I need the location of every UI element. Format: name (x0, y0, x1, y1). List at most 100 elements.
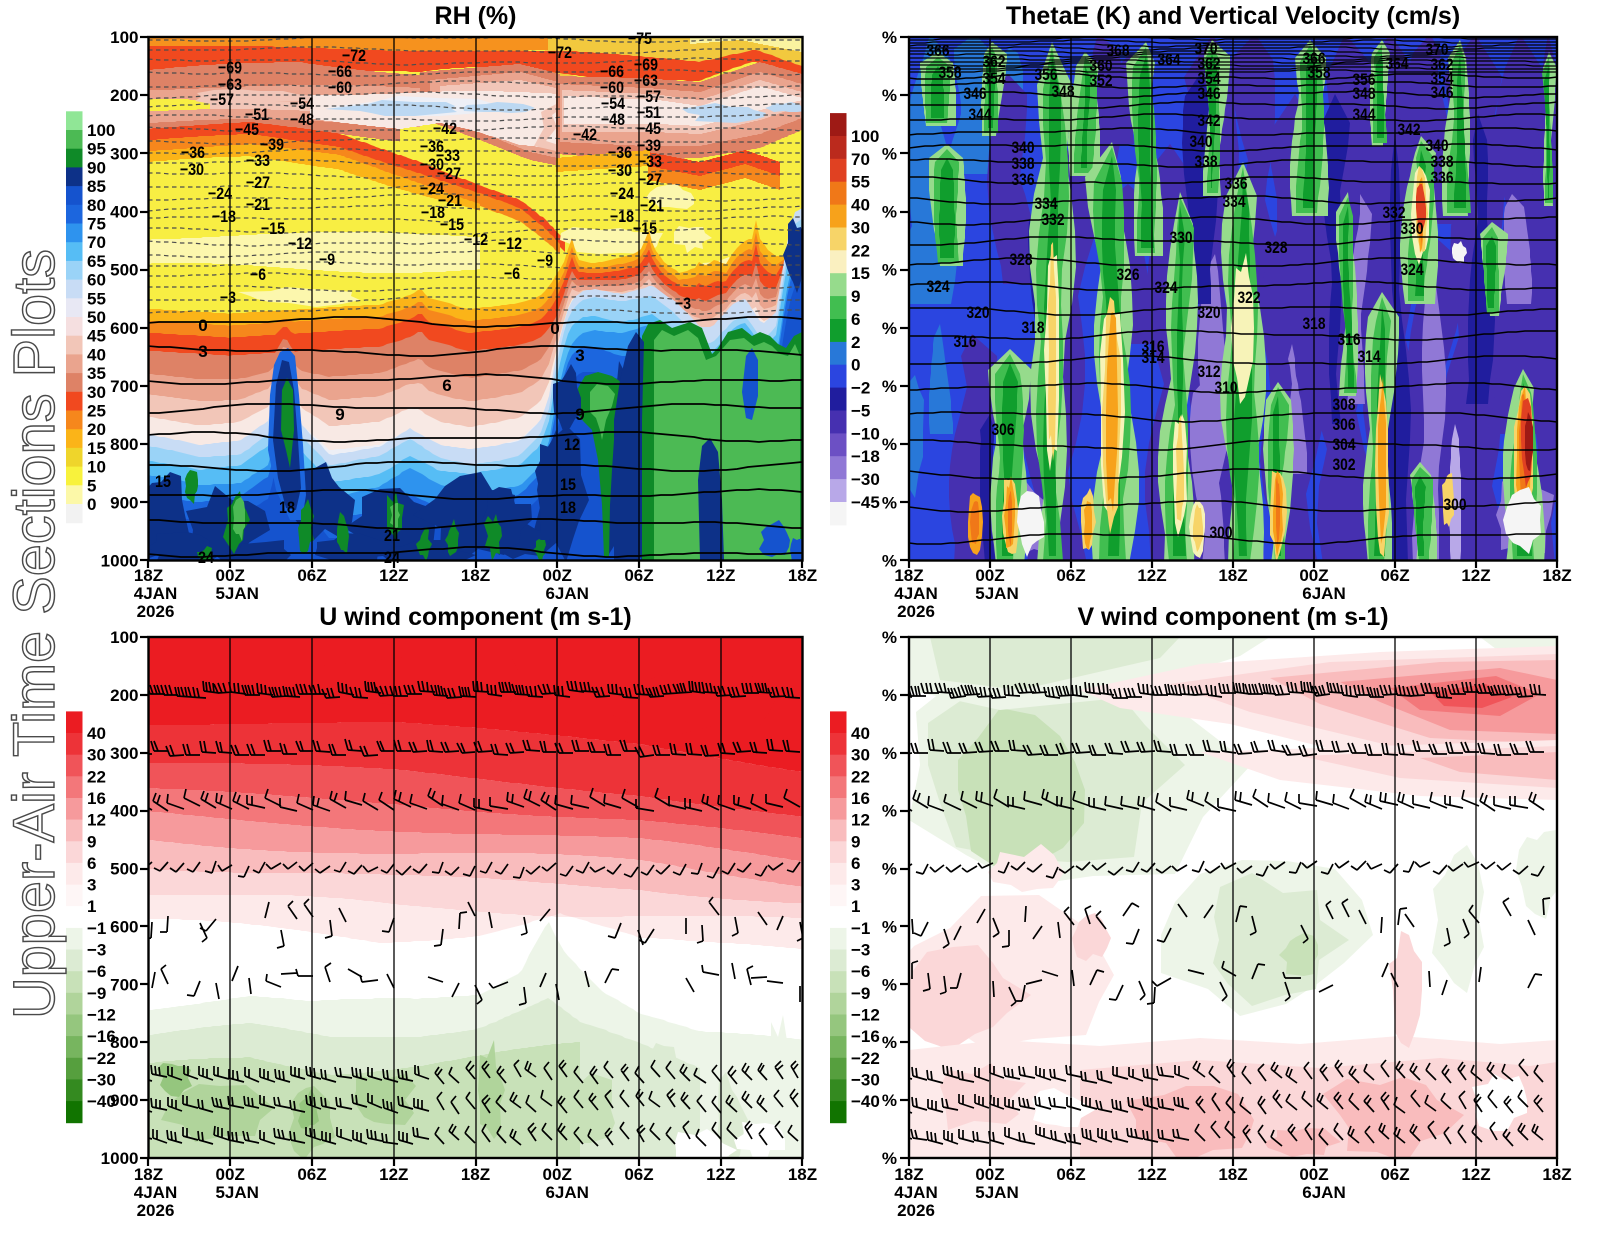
svg-text:330: 330 (1401, 219, 1424, 238)
svg-text:−18: −18 (851, 447, 880, 466)
svg-text:328: 328 (1265, 238, 1288, 257)
svg-text:−15: −15 (440, 215, 464, 234)
svg-text:18Z: 18Z (894, 1165, 923, 1184)
svg-text:3: 3 (198, 342, 207, 361)
svg-text:15: 15 (851, 264, 870, 283)
svg-text:−75: −75 (628, 29, 652, 48)
svg-text:55: 55 (851, 173, 870, 192)
svg-text:%: % (882, 203, 897, 222)
svg-text:6: 6 (87, 854, 96, 873)
svg-text:0: 0 (87, 495, 96, 514)
svg-text:−24: −24 (610, 184, 634, 203)
svg-text:2026: 2026 (137, 602, 175, 621)
svg-text:12Z: 12Z (1137, 566, 1166, 585)
svg-text:%: % (882, 261, 897, 280)
svg-text:45: 45 (87, 327, 106, 346)
svg-text:%: % (882, 377, 897, 396)
svg-text:−40: −40 (87, 1092, 116, 1111)
svg-text:−9: −9 (87, 984, 106, 1003)
svg-text:−72: −72 (342, 46, 366, 65)
svg-text:334: 334 (1223, 192, 1246, 211)
svg-text:324: 324 (927, 277, 950, 296)
svg-text:−27: −27 (246, 173, 270, 192)
svg-text:100: 100 (851, 127, 879, 146)
svg-text:40: 40 (851, 724, 870, 743)
svg-text:−3: −3 (851, 941, 870, 960)
svg-text:18Z: 18Z (134, 1165, 163, 1184)
svg-text:−39: −39 (637, 136, 661, 155)
svg-text:−30: −30 (87, 1070, 116, 1089)
svg-text:0: 0 (198, 316, 207, 335)
svg-text:328: 328 (1010, 250, 1033, 269)
svg-text:9: 9 (575, 405, 584, 424)
svg-text:−22: −22 (851, 1049, 880, 1068)
svg-text:−18: −18 (212, 207, 236, 226)
svg-text:6JAN: 6JAN (545, 1183, 588, 1202)
svg-text:−21: −21 (640, 196, 664, 215)
svg-text:354: 354 (1198, 69, 1221, 88)
svg-text:324: 324 (1155, 278, 1178, 297)
svg-text:12: 12 (87, 811, 106, 830)
svg-text:600: 600 (110, 917, 138, 936)
svg-text:332: 332 (1383, 203, 1406, 222)
svg-text:600: 600 (110, 319, 138, 338)
svg-text:Upper-Air Time Sections Plots: Upper-Air Time Sections Plots (2, 249, 67, 1019)
svg-text:340: 340 (1190, 132, 1213, 151)
svg-text:12Z: 12Z (379, 1165, 408, 1184)
svg-text:00Z: 00Z (543, 566, 572, 585)
svg-text:06Z: 06Z (297, 1165, 326, 1184)
svg-text:00Z: 00Z (543, 1165, 572, 1184)
svg-text:−54: −54 (601, 94, 625, 113)
svg-text:−33: −33 (638, 152, 662, 171)
svg-text:354: 354 (1431, 69, 1454, 88)
svg-text:−5: −5 (851, 402, 870, 421)
svg-text:18: 18 (560, 498, 576, 517)
svg-text:356: 356 (1035, 65, 1058, 84)
svg-text:24: 24 (384, 548, 400, 567)
svg-text:338: 338 (1431, 152, 1454, 171)
svg-text:%: % (882, 1033, 897, 1052)
svg-text:368: 368 (1107, 41, 1130, 60)
svg-text:V wind component (m s-1): V wind component (m s-1) (1077, 603, 1388, 631)
svg-text:5JAN: 5JAN (215, 584, 258, 603)
svg-text:−27: −27 (437, 164, 461, 183)
svg-text:3: 3 (575, 346, 584, 365)
svg-text:%: % (882, 628, 897, 647)
svg-text:06Z: 06Z (624, 1165, 653, 1184)
svg-text:−22: −22 (87, 1049, 116, 1068)
svg-text:65: 65 (87, 252, 106, 271)
svg-text:−60: −60 (600, 78, 624, 97)
svg-text:70: 70 (87, 233, 106, 252)
svg-text:−24: −24 (208, 184, 232, 203)
svg-text:314: 314 (1358, 347, 1381, 366)
svg-text:1: 1 (851, 897, 860, 916)
svg-text:12: 12 (564, 435, 580, 454)
svg-text:352: 352 (1090, 71, 1113, 90)
svg-text:−42: −42 (433, 119, 457, 138)
svg-text:−30: −30 (608, 161, 632, 180)
svg-text:00Z: 00Z (216, 566, 245, 585)
svg-text:358: 358 (1308, 63, 1331, 82)
svg-text:302: 302 (1333, 455, 1356, 474)
svg-text:360: 360 (1090, 56, 1113, 75)
svg-text:20: 20 (87, 420, 106, 439)
svg-text:−69: −69 (634, 55, 658, 74)
svg-text:6JAN: 6JAN (545, 584, 588, 603)
svg-text:700: 700 (110, 975, 138, 994)
svg-text:200: 200 (110, 686, 138, 705)
svg-text:%: % (882, 1091, 897, 1110)
svg-text:%: % (882, 860, 897, 879)
svg-text:9: 9 (87, 832, 96, 851)
svg-text:−12: −12 (498, 234, 522, 253)
svg-text:50: 50 (87, 308, 106, 327)
svg-text:5JAN: 5JAN (975, 1183, 1018, 1202)
svg-text:320: 320 (1198, 303, 1221, 322)
svg-text:318: 318 (1022, 318, 1045, 337)
svg-text:21: 21 (384, 526, 400, 545)
svg-text:300: 300 (110, 144, 138, 163)
svg-text:−54: −54 (290, 94, 314, 113)
svg-text:22: 22 (87, 767, 106, 786)
svg-text:12Z: 12Z (379, 566, 408, 585)
svg-text:00Z: 00Z (216, 1165, 245, 1184)
svg-text:00Z: 00Z (1299, 1165, 1328, 1184)
